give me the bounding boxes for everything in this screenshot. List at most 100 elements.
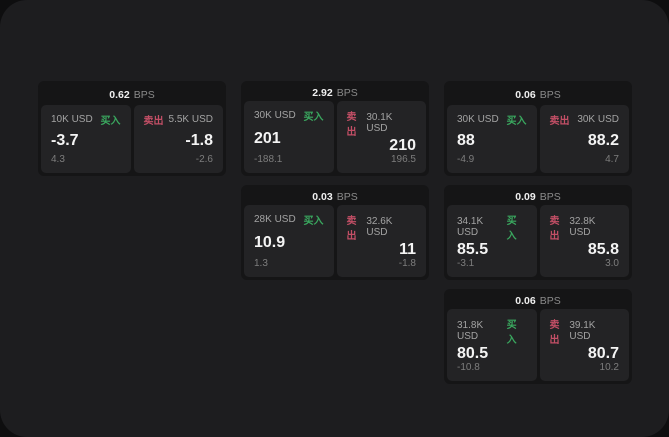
quote-card: 0.62 BPS 10K USD 买入 -3.7 4.3 卖出 5.5K USD… — [38, 81, 226, 176]
buy-side-label: 买入 — [506, 116, 527, 127]
sell-price-value: 88.2 — [587, 131, 619, 149]
bps-unit-label: BPS — [336, 86, 358, 99]
quote-panels: 30K USD 买入 201 -188.1 卖出 30.1K USD 210 1… — [244, 101, 426, 173]
buy-side-label: 买入 — [506, 216, 517, 242]
buy-delta-value: 1.3 — [254, 258, 268, 269]
buy-side-label: 买入 — [303, 112, 324, 123]
buy-quote-tile[interactable]: 10K USD 买入 -3.7 4.3 — [41, 105, 131, 173]
buy-delta-value: -3.1 — [457, 258, 475, 269]
sell-amount-label: 30.1K USD — [366, 112, 393, 134]
card-header: 0.62 BPS — [41, 84, 223, 105]
sell-quote-tile[interactable]: 卖出 32.8K USD 85.8 3.0 — [539, 205, 629, 277]
quote-panels: 30K USD 买入 88 -4.9 卖出 30K USD 88.2 4.7 — [447, 105, 629, 173]
sell-delta-value: -2.6 — [195, 154, 213, 165]
quote-panels: 10K USD 买入 -3.7 4.3 卖出 5.5K USD -1.8 -2.… — [41, 105, 223, 173]
sell-quote-tile[interactable]: 卖出 5.5K USD -1.8 -2.6 — [133, 105, 223, 173]
bps-unit-label: BPS — [539, 88, 561, 101]
sell-tile-header: 卖出 30K USD — [550, 112, 620, 127]
sell-amount-label: 39.1K USD — [569, 320, 596, 342]
sell-side-label: 卖出 — [549, 116, 570, 127]
bps-unit-label: BPS — [133, 88, 155, 101]
sell-delta-value: 196.5 — [390, 154, 416, 165]
sell-quote-tile[interactable]: 卖出 32.6K USD 11 -1.8 — [336, 205, 426, 277]
buy-amount-label: 10K USD — [51, 114, 93, 125]
quote-card: 0.03 BPS 28K USD 买入 10.9 1.3 卖出 32.6K US… — [241, 185, 429, 280]
bps-unit-label: BPS — [336, 190, 358, 203]
buy-quote-tile[interactable]: 28K USD 买入 10.9 1.3 — [244, 205, 334, 277]
buy-tile-header: 34.1K USD 买入 — [457, 212, 527, 242]
buy-delta-value: -4.9 — [457, 154, 475, 165]
buy-amount-label: 30K USD — [457, 114, 499, 125]
buy-quote-tile[interactable]: 30K USD 买入 88 -4.9 — [447, 105, 537, 173]
sell-tile-header: 卖出 39.1K USD — [550, 316, 620, 346]
sell-side-label: 卖出 — [346, 216, 357, 242]
buy-price-value: -3.7 — [51, 131, 79, 149]
buy-side-label: 买入 — [303, 216, 324, 227]
buy-amount-label: 34.1K USD — [457, 216, 484, 238]
buy-quote-tile[interactable]: 30K USD 买入 201 -188.1 — [244, 101, 334, 173]
sell-delta-value: 4.7 — [605, 154, 619, 165]
quote-card: 2.92 BPS 30K USD 买入 201 -188.1 卖出 30.1K … — [241, 81, 429, 176]
sell-side-label: 卖出 — [549, 320, 560, 346]
spread-bps-value: 0.06 — [515, 88, 536, 101]
sell-amount-label: 32.8K USD — [569, 216, 596, 238]
quote-card: 0.09 BPS 34.1K USD 买入 85.5 -3.1 卖出 32.8K… — [444, 185, 632, 280]
card-header: 2.92 BPS — [244, 84, 426, 101]
buy-tile-header: 30K USD 买入 — [254, 108, 324, 123]
sell-delta-value: -1.8 — [398, 258, 416, 269]
buy-price-value: 88 — [457, 131, 475, 149]
sell-quote-tile[interactable]: 卖出 30K USD 88.2 4.7 — [539, 105, 629, 173]
buy-amount-label: 28K USD — [254, 214, 296, 225]
buy-price-value: 201 — [254, 129, 281, 147]
sell-price-value: 11 — [399, 241, 416, 258]
quote-panels: 28K USD 买入 10.9 1.3 卖出 32.6K USD 11 -1.8 — [244, 205, 426, 277]
card-header: 0.09 BPS — [447, 188, 629, 205]
sell-quote-tile[interactable]: 卖出 39.1K USD 80.7 10.2 — [539, 309, 629, 381]
buy-price-value: 85.5 — [457, 241, 489, 258]
buy-side-label: 买入 — [506, 320, 517, 346]
card-header: 0.03 BPS — [244, 188, 426, 205]
sell-price-value: -1.8 — [185, 131, 213, 149]
sell-amount-label: 32.6K USD — [366, 216, 393, 238]
buy-price-value: 10.9 — [254, 233, 286, 251]
buy-quote-tile[interactable]: 34.1K USD 买入 85.5 -3.1 — [447, 205, 537, 277]
quote-panels: 34.1K USD 买入 85.5 -3.1 卖出 32.8K USD 85.8… — [447, 205, 629, 277]
buy-quote-tile[interactable]: 31.8K USD 买入 80.5 -10.8 — [447, 309, 537, 381]
quote-card: 0.06 BPS 31.8K USD 买入 80.5 -10.8 卖出 39.1… — [444, 289, 632, 384]
buy-side-label: 买入 — [100, 116, 121, 127]
buy-price-value: 80.5 — [457, 345, 489, 362]
sell-quote-tile[interactable]: 卖出 30.1K USD 210 196.5 — [336, 101, 426, 173]
buy-tile-header: 30K USD 买入 — [457, 112, 527, 127]
buy-tile-header: 28K USD 买入 — [254, 212, 324, 227]
buy-amount-label: 30K USD — [254, 110, 296, 121]
bps-unit-label: BPS — [539, 294, 561, 307]
sell-amount-label: 5.5K USD — [168, 114, 213, 125]
spread-bps-value: 0.09 — [515, 190, 536, 203]
sell-delta-value: 10.2 — [599, 362, 619, 373]
buy-delta-value: -10.8 — [457, 362, 480, 373]
sell-side-label: 卖出 — [346, 112, 357, 138]
sell-tile-header: 卖出 30.1K USD — [347, 108, 417, 138]
spread-bps-value: 0.06 — [515, 294, 536, 307]
quote-panels: 31.8K USD 买入 80.5 -10.8 卖出 39.1K USD 80.… — [447, 309, 629, 381]
spread-bps-value: 0.62 — [109, 88, 130, 101]
sell-side-label: 卖出 — [143, 116, 164, 127]
buy-tile-header: 31.8K USD 买入 — [457, 316, 527, 346]
quote-card: 0.06 BPS 30K USD 买入 88 -4.9 卖出 30K USD 8… — [444, 81, 632, 176]
buy-delta-value: 4.3 — [51, 154, 65, 165]
quote-cards-grid: 0.62 BPS 10K USD 买入 -3.7 4.3 卖出 5.5K USD… — [38, 81, 632, 384]
sell-tile-header: 卖出 32.8K USD — [550, 212, 620, 242]
card-header: 0.06 BPS — [447, 84, 629, 105]
bps-unit-label: BPS — [539, 190, 561, 203]
sell-price-value: 85.8 — [587, 241, 619, 258]
sell-delta-value: 3.0 — [605, 258, 619, 269]
spread-bps-value: 2.92 — [312, 86, 333, 99]
sell-amount-label: 30K USD — [577, 114, 619, 125]
sell-tile-header: 卖出 5.5K USD — [144, 112, 214, 127]
sell-tile-header: 卖出 32.6K USD — [347, 212, 417, 242]
spread-bps-value: 0.03 — [312, 190, 333, 203]
buy-amount-label: 31.8K USD — [457, 320, 484, 342]
buy-tile-header: 10K USD 买入 — [51, 112, 121, 127]
sell-price-value: 210 — [389, 137, 416, 154]
